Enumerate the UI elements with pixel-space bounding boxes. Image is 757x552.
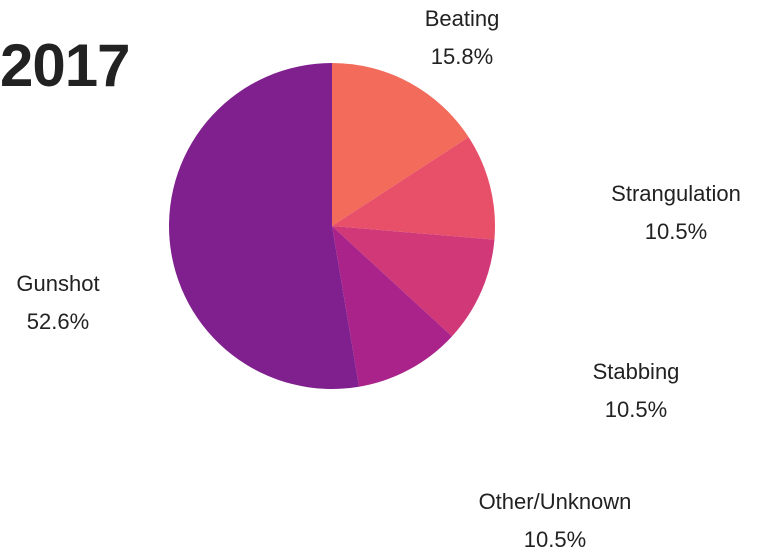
slice-value-label: 10.5% (645, 219, 707, 244)
slice-label: Other/Unknown (479, 489, 632, 514)
pie-slice (332, 137, 495, 240)
chart-title: 2017 (0, 32, 129, 99)
slice-value-label: 15.8% (431, 44, 493, 69)
slice-value-label: 52.6% (27, 309, 89, 334)
pie-slice (332, 63, 469, 226)
slice-label: Stabbing (593, 359, 680, 384)
slice-label: Beating (425, 6, 500, 31)
slice-label: Strangulation (611, 181, 741, 206)
slice-value-label: 10.5% (524, 527, 586, 552)
slice-value-label: 10.5% (605, 397, 667, 422)
pie-slice (169, 63, 360, 389)
pie-slice (332, 226, 452, 387)
slice-label: Gunshot (16, 271, 99, 296)
pie-slice (332, 226, 495, 337)
